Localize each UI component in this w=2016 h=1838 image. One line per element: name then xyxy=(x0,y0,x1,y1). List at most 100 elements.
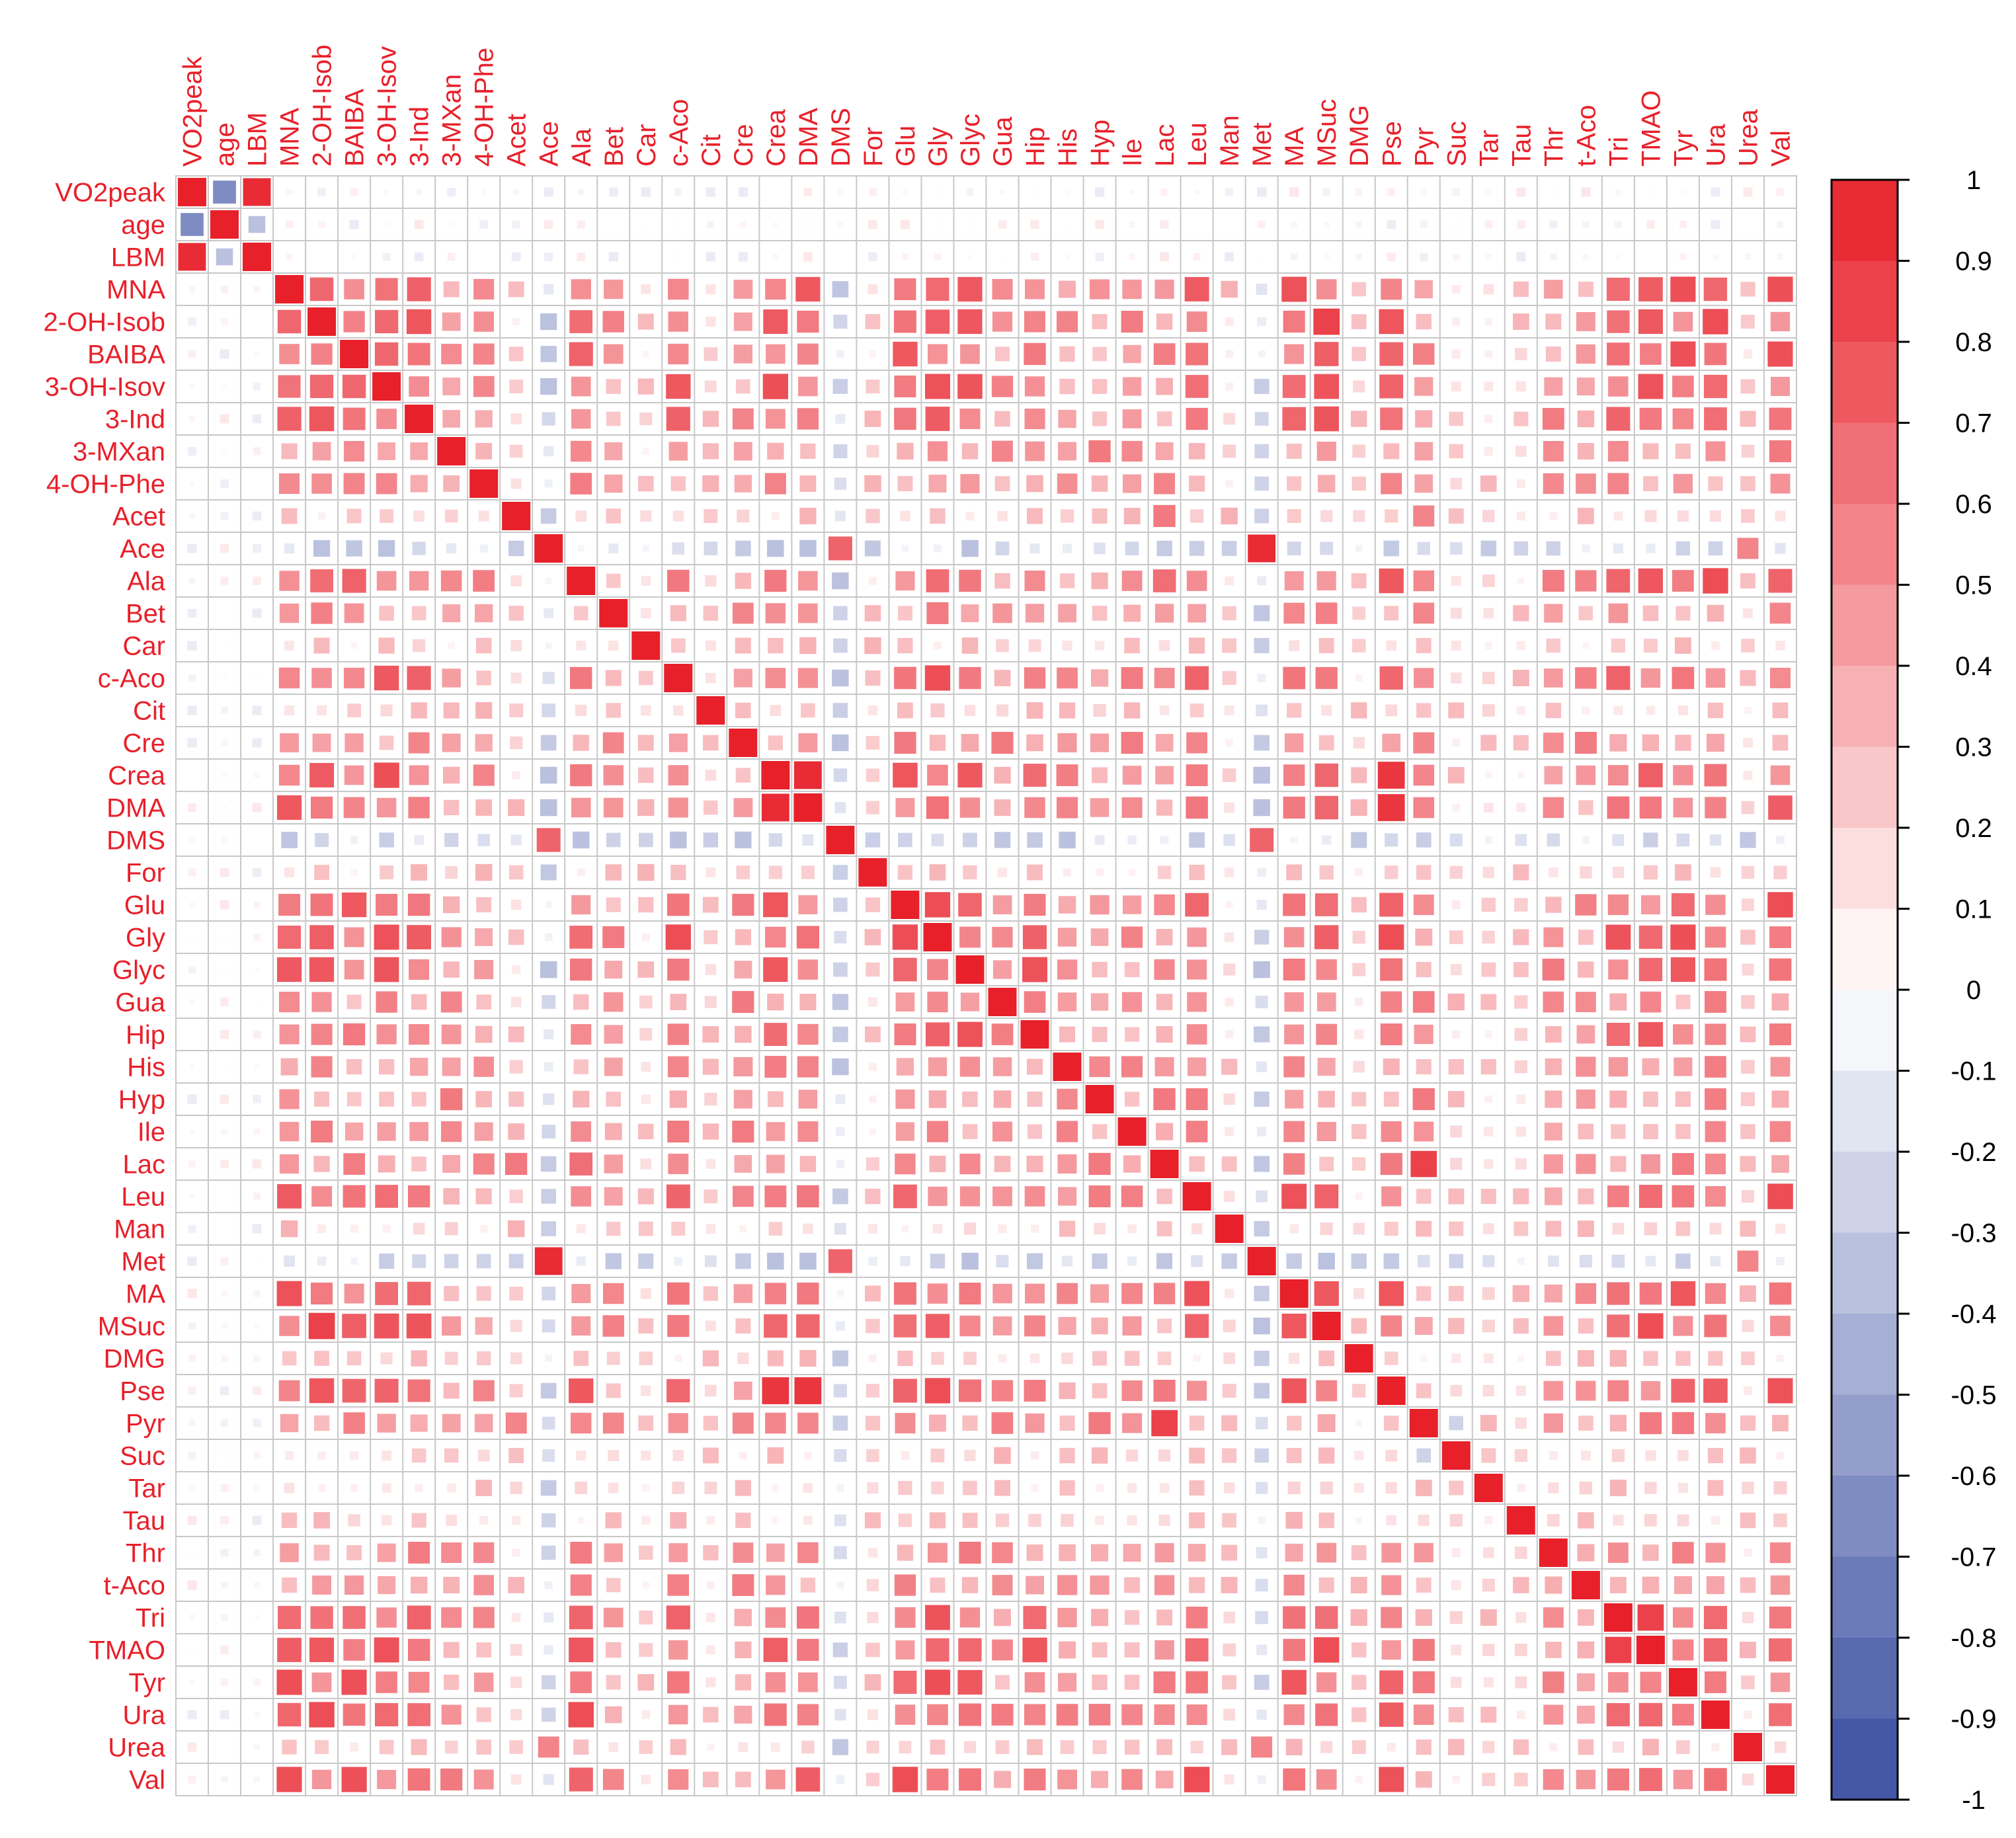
heatmap-cell xyxy=(765,278,786,300)
heatmap-cell xyxy=(1708,1351,1723,1366)
heatmap-cell xyxy=(761,761,790,789)
heatmap-cell xyxy=(602,1769,624,1790)
colorbar-tick-label: 0.3 xyxy=(1955,733,1992,762)
heatmap-cell xyxy=(1186,796,1208,819)
heatmap-cell xyxy=(378,1576,396,1595)
heatmap-cell xyxy=(599,599,628,627)
heatmap-cell xyxy=(1543,1413,1563,1433)
heatmap-cell xyxy=(1770,1316,1791,1336)
heatmap-cell xyxy=(1281,1669,1307,1695)
heatmap-cell xyxy=(1026,1576,1044,1595)
heatmap-cell xyxy=(351,254,357,260)
heatmap-cell xyxy=(309,1702,335,1728)
heatmap-cell xyxy=(1058,409,1076,428)
heatmap-cell xyxy=(927,764,948,786)
heatmap-cell xyxy=(1607,441,1629,461)
heatmap-cell xyxy=(925,1314,950,1338)
heatmap-cell xyxy=(1254,1220,1270,1237)
heatmap-cell xyxy=(1575,1283,1597,1304)
heatmap-cell xyxy=(1607,1282,1630,1305)
heatmap-cell xyxy=(1123,895,1142,914)
heatmap-cell xyxy=(1057,1088,1078,1110)
heatmap-cell xyxy=(534,1247,563,1275)
heatmap-cell xyxy=(1354,1451,1364,1460)
heatmap-cell xyxy=(740,221,746,228)
heatmap-cell xyxy=(1353,510,1365,522)
heatmap-cell xyxy=(1776,836,1785,844)
heatmap-cell xyxy=(1638,763,1663,787)
heatmap-cell xyxy=(1154,1543,1174,1563)
heatmap-cell xyxy=(1481,897,1496,912)
heatmap-cell xyxy=(187,608,197,618)
heatmap-cell xyxy=(1286,444,1302,459)
heatmap-cell xyxy=(1449,444,1463,459)
heatmap-cell xyxy=(411,994,427,1010)
heatmap-cell xyxy=(768,735,783,750)
heatmap-cell xyxy=(1250,828,1274,852)
heatmap-cell xyxy=(735,768,750,783)
heatmap-cell xyxy=(1031,1224,1039,1233)
column-label: Tyr xyxy=(1669,130,1698,167)
heatmap-cell xyxy=(704,930,718,945)
heatmap-cell xyxy=(1059,1480,1075,1496)
heatmap-cell xyxy=(1710,867,1721,878)
heatmap-cell xyxy=(1413,602,1435,624)
heatmap-cell xyxy=(481,189,487,195)
heatmap-cell xyxy=(667,569,690,592)
heatmap-cell xyxy=(1514,1449,1527,1462)
heatmap-cell xyxy=(309,406,335,432)
heatmap-cell xyxy=(346,994,362,1010)
heatmap-cell xyxy=(666,1605,690,1630)
heatmap-cell xyxy=(1059,1382,1076,1400)
heatmap-cell xyxy=(1029,1353,1040,1363)
colorbar-segment xyxy=(1832,908,1898,990)
heatmap-cell xyxy=(639,1351,653,1365)
heatmap-cell xyxy=(705,1255,717,1267)
heatmap-cell xyxy=(542,1416,555,1430)
heatmap-cell xyxy=(343,1606,366,1629)
colorbar-segment xyxy=(1832,180,1898,261)
row-label: Val xyxy=(129,1766,165,1795)
heatmap-cell xyxy=(510,736,523,750)
heatmap-cell xyxy=(1703,309,1728,335)
heatmap-cell xyxy=(311,1769,332,1790)
heatmap-cell xyxy=(1281,1378,1307,1404)
heatmap-cell xyxy=(444,1351,458,1365)
heatmap-cell xyxy=(869,350,876,358)
heatmap-cell xyxy=(343,1023,366,1046)
heatmap-cell xyxy=(1611,1254,1625,1268)
heatmap-cell xyxy=(668,1704,688,1725)
heatmap-cell xyxy=(1225,188,1234,196)
heatmap-cell xyxy=(1224,1774,1234,1785)
heatmap-cell xyxy=(1703,568,1728,594)
column-label: TMAO xyxy=(1636,90,1666,167)
heatmap-cell xyxy=(1513,313,1529,330)
heatmap-cell xyxy=(222,384,227,389)
heatmap-cell xyxy=(925,374,950,399)
heatmap-cell xyxy=(411,864,427,881)
heatmap-cell xyxy=(1448,508,1464,524)
heatmap-cell xyxy=(542,1319,555,1333)
heatmap-cell xyxy=(510,1676,522,1689)
heatmap-cell xyxy=(1092,1351,1108,1366)
heatmap-cell xyxy=(1643,865,1658,880)
heatmap-cell xyxy=(1379,1767,1404,1792)
colorbar-tick-label: 0.6 xyxy=(1955,490,1992,519)
heatmap-cell xyxy=(1222,1513,1236,1528)
heatmap-cell xyxy=(1254,1448,1269,1463)
colorbar-tick-label: 0.8 xyxy=(1955,328,1992,357)
heatmap-cell xyxy=(544,933,553,941)
heatmap-cell xyxy=(641,1094,651,1104)
heatmap-cell xyxy=(1255,1579,1268,1591)
heatmap-cell xyxy=(797,1638,819,1661)
heatmap-cell xyxy=(1677,1482,1688,1493)
column-label: Urea xyxy=(1734,109,1763,167)
heatmap-cell xyxy=(1157,1351,1172,1365)
heatmap-cell xyxy=(1615,255,1621,259)
heatmap-cell xyxy=(1608,1057,1629,1077)
heatmap-cell xyxy=(1225,479,1233,488)
heatmap-cell xyxy=(1484,381,1494,391)
heatmap-cell xyxy=(602,1412,624,1434)
colorbar-segment xyxy=(1832,1638,1898,1719)
heatmap-cell xyxy=(1158,865,1172,879)
